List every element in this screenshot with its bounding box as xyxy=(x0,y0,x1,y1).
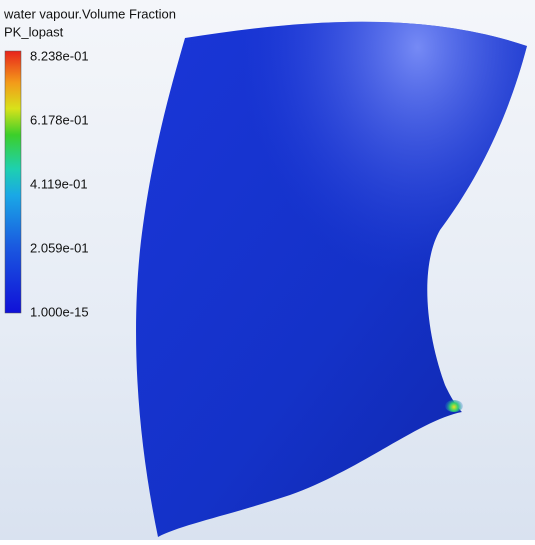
legend-tick-label: 8.238e-01 xyxy=(30,48,89,63)
color-bar xyxy=(4,50,22,314)
legend-tick-label: 1.000e-15 xyxy=(30,304,89,319)
legend-title: water vapour.Volume Fraction xyxy=(3,6,176,21)
legend-tick-label: 4.119e-01 xyxy=(30,176,88,191)
legend-ticks: 8.238e-01 6.178e-01 4.119e-01 2.059e-01 1.00… xyxy=(30,48,89,319)
blade-highlight xyxy=(136,21,528,537)
vapour-spot xyxy=(445,400,463,412)
legend-tick-label: 6.178e-01 xyxy=(30,112,89,127)
legend-location: PK_lopast xyxy=(4,24,64,39)
legend-tick-label: 2.059e-01 xyxy=(30,240,89,255)
